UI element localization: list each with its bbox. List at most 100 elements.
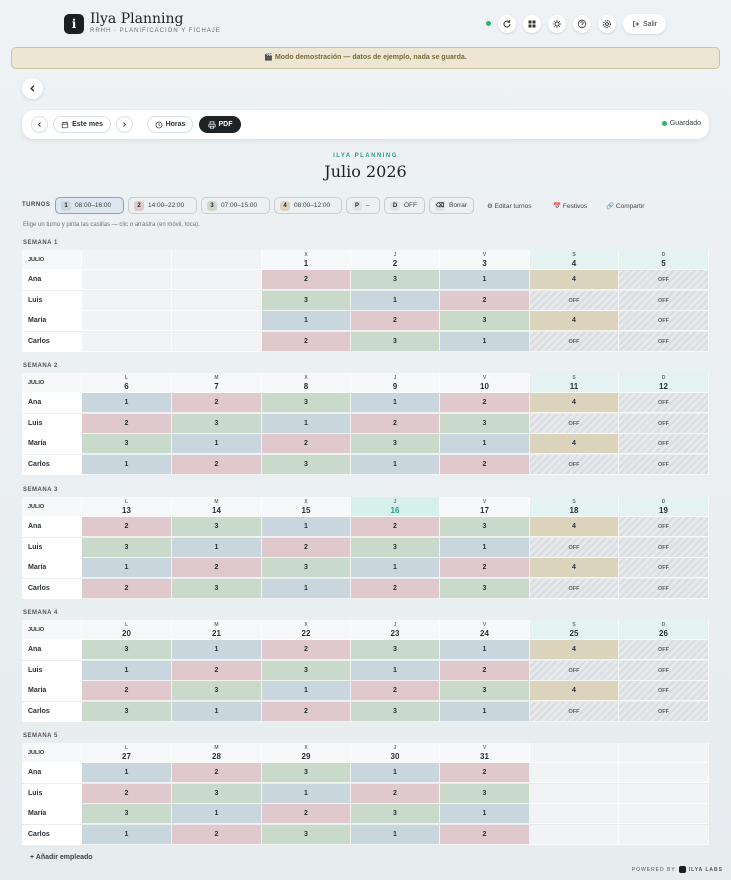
prev-month-button[interactable] — [31, 116, 48, 133]
shift-cell[interactable]: 1 — [172, 434, 262, 455]
shift-cell[interactable]: 3 — [351, 270, 440, 290]
shift-cell[interactable]: 2 — [82, 413, 172, 434]
shift-cell[interactable]: OFF — [619, 701, 709, 722]
shift-cell[interactable]: OFF — [619, 393, 709, 413]
shift-cell[interactable]: 3 — [351, 804, 440, 825]
shift-cell[interactable]: 1 — [440, 804, 530, 825]
shift-cell[interactable]: 3 — [262, 454, 351, 475]
shift-cell[interactable]: 2 — [82, 517, 172, 537]
shift-cell[interactable]: 3 — [262, 558, 351, 579]
shift-cell[interactable]: OFF — [530, 331, 619, 352]
shift-cell[interactable]: OFF — [619, 454, 709, 475]
shift-cell[interactable]: 3 — [262, 290, 351, 311]
shift-cell[interactable]: OFF — [619, 578, 709, 599]
shift-cell[interactable]: 1 — [82, 824, 172, 845]
shift-cell[interactable]: 3 — [440, 578, 530, 599]
shift-cell[interactable]: 1 — [172, 804, 262, 825]
back-button[interactable] — [22, 78, 43, 99]
shift-cell[interactable]: 1 — [262, 681, 351, 702]
shift-chip[interactable]: 4 08:00–12:00 — [274, 197, 342, 214]
shift-cell[interactable]: 2 — [172, 824, 262, 845]
shift-cell[interactable]: 2 — [351, 578, 440, 599]
shift-cell[interactable]: 2 — [351, 517, 440, 537]
shift-cell[interactable]: 3 — [172, 578, 262, 599]
shift-cell[interactable]: 2 — [440, 393, 530, 413]
shift-cell[interactable]: 3 — [262, 393, 351, 413]
shift-cell[interactable]: 3 — [351, 434, 440, 455]
shift-cell[interactable]: OFF — [619, 537, 709, 558]
shift-cell[interactable]: OFF — [619, 270, 709, 290]
settings-button[interactable] — [598, 15, 616, 33]
shift-cell[interactable]: 2 — [262, 537, 351, 558]
shift-cell[interactable]: 1 — [82, 660, 172, 681]
shift-cell[interactable]: OFF — [530, 578, 619, 599]
shift-cell[interactable]: 3 — [82, 434, 172, 455]
shift-cell[interactable]: 4 — [530, 434, 619, 455]
exit-button[interactable]: Salir — [623, 14, 666, 34]
shift-cell[interactable]: 2 — [262, 804, 351, 825]
shift-cell[interactable]: 2 — [351, 413, 440, 434]
shift-cell[interactable]: OFF — [619, 331, 709, 352]
shift-chip[interactable]: D OFF — [384, 197, 425, 214]
shift-cell[interactable]: OFF — [619, 290, 709, 311]
shift-cell[interactable]: 3 — [440, 681, 530, 702]
shift-cell[interactable]: 3 — [351, 701, 440, 722]
shift-cell[interactable]: 2 — [262, 701, 351, 722]
shift-cell[interactable]: 3 — [82, 701, 172, 722]
shift-cell[interactable]: 3 — [82, 537, 172, 558]
shift-cell[interactable]: 2 — [172, 660, 262, 681]
shift-cell[interactable]: OFF — [530, 454, 619, 475]
shift-cell[interactable]: 2 — [82, 681, 172, 702]
shift-cell[interactable]: 2 — [82, 578, 172, 599]
shift-cell[interactable]: 3 — [262, 824, 351, 845]
shift-cell[interactable]: OFF — [619, 660, 709, 681]
shift-cell[interactable]: 1 — [351, 290, 440, 311]
shift-cell[interactable]: OFF — [619, 311, 709, 332]
shift-cell[interactable]: 3 — [351, 640, 440, 660]
shift-cell[interactable]: OFF — [530, 537, 619, 558]
shift-cell[interactable]: 2 — [262, 640, 351, 660]
shift-cell[interactable]: 1 — [440, 640, 530, 660]
shift-cell[interactable]: 4 — [530, 311, 619, 332]
shift-chip[interactable]: P – — [346, 197, 380, 214]
shift-cell[interactable]: 1 — [440, 331, 530, 352]
this-month-button[interactable]: Este mes — [53, 116, 111, 133]
shift-cell[interactable]: OFF — [530, 660, 619, 681]
shift-cell[interactable]: 4 — [530, 640, 619, 660]
shift-cell[interactable]: 2 — [262, 434, 351, 455]
shift-cell[interactable]: 3 — [172, 413, 262, 434]
shift-cell[interactable]: 3 — [172, 681, 262, 702]
shift-cell[interactable]: OFF — [619, 413, 709, 434]
share-link[interactable]: 🔗 Compartir — [606, 203, 645, 210]
shift-cell[interactable]: 1 — [351, 454, 440, 475]
shift-cell[interactable]: 1 — [172, 701, 262, 722]
shift-cell[interactable]: 3 — [351, 331, 440, 352]
shift-chip[interactable]: 3 07:00–15:00 — [201, 197, 270, 214]
shift-cell[interactable]: OFF — [530, 290, 619, 311]
shift-cell[interactable]: 1 — [262, 578, 351, 599]
shift-cell[interactable]: 1 — [262, 311, 351, 332]
shift-cell[interactable]: 2 — [172, 558, 262, 579]
shift-cell[interactable]: 2 — [351, 681, 440, 702]
shift-cell[interactable]: 3 — [440, 517, 530, 537]
shift-cell[interactable]: 3 — [82, 804, 172, 825]
shift-chip[interactable]: ⌫ Borrar — [429, 197, 474, 214]
shift-cell[interactable]: 4 — [530, 681, 619, 702]
shift-cell[interactable]: 3 — [262, 763, 351, 783]
holidays-link[interactable]: 📅 Festivos — [553, 203, 588, 210]
shift-cell[interactable]: 1 — [440, 434, 530, 455]
shift-cell[interactable]: 4 — [530, 393, 619, 413]
shift-cell[interactable]: OFF — [619, 640, 709, 660]
shift-cell[interactable]: OFF — [619, 681, 709, 702]
shift-chip[interactable]: 1 08:00–16:00 — [55, 197, 124, 214]
shift-cell[interactable]: 3 — [440, 413, 530, 434]
shift-cell[interactable]: 3 — [172, 517, 262, 537]
shift-cell[interactable]: 1 — [82, 558, 172, 579]
shift-cell[interactable]: 2 — [351, 311, 440, 332]
shift-cell[interactable]: 1 — [440, 270, 530, 290]
shift-cell[interactable]: 1 — [351, 660, 440, 681]
shift-cell[interactable]: 2 — [440, 290, 530, 311]
shift-cell[interactable]: 2 — [440, 558, 530, 579]
shift-cell[interactable]: 1 — [82, 454, 172, 475]
shift-cell[interactable]: 1 — [262, 517, 351, 537]
